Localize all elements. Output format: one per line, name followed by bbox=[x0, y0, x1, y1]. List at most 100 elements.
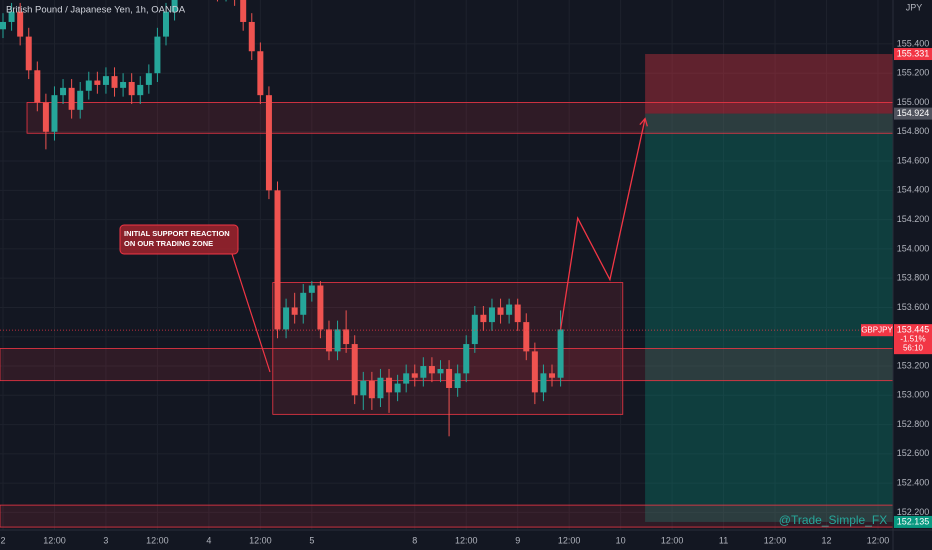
candle-body bbox=[111, 76, 118, 88]
candle-body bbox=[300, 292, 307, 315]
y-tick-label: 154.400 bbox=[897, 185, 930, 195]
candle-body bbox=[506, 304, 513, 315]
current-label-bg bbox=[894, 324, 932, 355]
candle-body bbox=[257, 51, 264, 96]
x-tick-label: 9 bbox=[515, 535, 520, 545]
x-tick-label: 12:00 bbox=[558, 535, 581, 545]
y-tick-label: 154.200 bbox=[897, 214, 930, 224]
candle-body bbox=[403, 373, 410, 384]
y-tick-label: 152.200 bbox=[897, 507, 930, 517]
currency-label: JPY bbox=[906, 2, 923, 12]
candle-body bbox=[471, 314, 478, 345]
y-tick-label: 154.600 bbox=[897, 155, 930, 165]
candle-body bbox=[34, 70, 41, 103]
annotation-box bbox=[119, 224, 239, 255]
current-change-label: -1.51% bbox=[900, 334, 925, 343]
y-tick-label: 152.600 bbox=[897, 448, 930, 458]
axes: 152.200 152.400 152.600 152.800 153.000 153.2… bbox=[0, 38, 932, 545]
candle-body bbox=[386, 377, 393, 393]
annotation-pointer bbox=[231, 253, 271, 373]
current-price-label: 153.445 bbox=[897, 325, 930, 335]
candle-body bbox=[77, 90, 84, 110]
price-axis bbox=[893, 0, 932, 530]
candle-body bbox=[137, 84, 144, 96]
target-label: 152.135 bbox=[897, 516, 930, 526]
x-tick-label: 8 bbox=[412, 535, 417, 545]
symbol-label: GBPJPY bbox=[861, 325, 893, 334]
chart-title: British Pound / Japanese Yen, 1h, OANDA bbox=[6, 5, 186, 16]
y-tick-label: 154.800 bbox=[897, 126, 930, 136]
x-tick-label: 12:00 bbox=[867, 535, 890, 545]
target-zone bbox=[645, 113, 893, 522]
candle-body bbox=[60, 87, 67, 96]
x-tick-label: 2 bbox=[0, 535, 5, 545]
candle-body bbox=[360, 380, 367, 396]
y-tick-label: 152.800 bbox=[897, 419, 930, 429]
watermark: @Trade_Simple_FX bbox=[779, 513, 887, 527]
entry-label-bg bbox=[894, 107, 932, 120]
annotations: INITIAL SUPPORT REACTION ON OUR TRADING … bbox=[119, 224, 271, 373]
candle-body bbox=[42, 102, 49, 132]
candle-body bbox=[377, 377, 384, 399]
target-label-bg bbox=[894, 515, 932, 528]
candle-body bbox=[154, 36, 161, 74]
projection-path bbox=[559, 118, 646, 330]
y-tick-label: 153.600 bbox=[897, 302, 930, 312]
candle-body bbox=[248, 21, 255, 52]
countdown-label: 56:10 bbox=[903, 343, 924, 352]
y-tick-label: 153.000 bbox=[897, 390, 930, 400]
arrow-head bbox=[639, 117, 648, 127]
candle-body bbox=[488, 307, 495, 323]
candle-body bbox=[446, 368, 453, 388]
candle-body bbox=[343, 329, 350, 345]
candle-body bbox=[8, 11, 15, 22]
candle-body bbox=[463, 344, 470, 374]
candle-body bbox=[94, 80, 101, 85]
y-tick-label: 155.200 bbox=[897, 68, 930, 78]
candle-body bbox=[549, 373, 556, 378]
candle-body bbox=[240, 0, 247, 22]
candle-body bbox=[317, 285, 324, 330]
y-tick-label: 153.800 bbox=[897, 273, 930, 283]
x-tick-label: 12:00 bbox=[455, 535, 478, 545]
x-tick-label: 12:00 bbox=[764, 535, 787, 545]
candle-body bbox=[325, 329, 332, 352]
x-tick-label: 12:00 bbox=[43, 535, 66, 545]
candle-body bbox=[274, 190, 281, 330]
candle-body bbox=[557, 329, 564, 378]
candle-body bbox=[145, 73, 152, 85]
candle-body bbox=[162, 11, 169, 37]
stop-label-bg bbox=[894, 48, 932, 61]
stop-zone bbox=[645, 54, 893, 114]
candle-body bbox=[420, 366, 427, 378]
candle-body bbox=[265, 95, 272, 191]
stop-label: 155.331 bbox=[897, 48, 930, 58]
y-tick-label: 154.000 bbox=[897, 243, 930, 253]
candle-body bbox=[368, 380, 375, 399]
candle-body bbox=[85, 80, 92, 91]
x-tick-label: 5 bbox=[309, 535, 314, 545]
candle-body bbox=[25, 36, 32, 71]
candle-body bbox=[497, 307, 504, 315]
candle-body bbox=[523, 322, 530, 352]
x-tick-label: 12:00 bbox=[249, 535, 272, 545]
candle-body bbox=[102, 76, 109, 85]
candle-body bbox=[454, 373, 461, 388]
x-tick-label: 12:00 bbox=[146, 535, 169, 545]
annotation-text: ON OUR TRADING ZONE bbox=[124, 239, 213, 248]
candle-body bbox=[51, 95, 58, 132]
zone bbox=[0, 504, 893, 528]
candle-body bbox=[171, 0, 178, 12]
candle-body bbox=[437, 368, 444, 374]
candle-body bbox=[351, 344, 358, 396]
candle-body bbox=[514, 304, 521, 323]
candle-body bbox=[283, 307, 290, 330]
x-tick-label: 4 bbox=[206, 535, 211, 545]
symbol-label-bg bbox=[861, 324, 893, 337]
candle-body bbox=[120, 81, 127, 88]
candle-body bbox=[531, 351, 538, 393]
entry-label: 154.924 bbox=[897, 108, 930, 118]
annotation-text: INITIAL SUPPORT REACTION bbox=[124, 229, 230, 238]
candle-body bbox=[394, 383, 401, 393]
